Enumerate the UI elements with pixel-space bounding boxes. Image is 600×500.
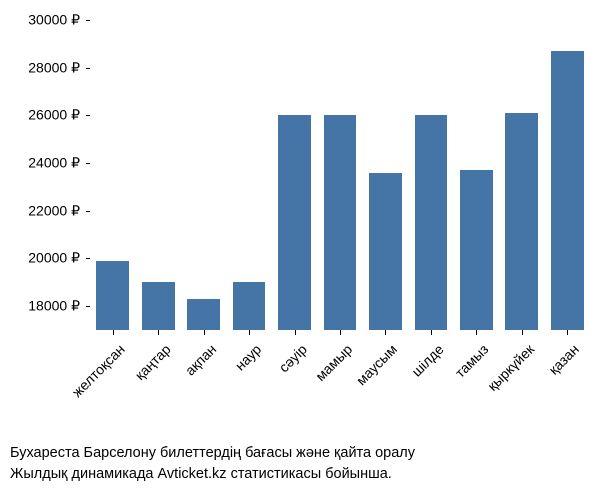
x-tick-mark (385, 330, 386, 335)
chart-bar (551, 51, 584, 330)
chart-bar (460, 170, 493, 330)
chart-caption: Бухареста Барселону билеттердің бағасы ж… (10, 443, 590, 485)
plot-area (90, 20, 590, 330)
y-tick-mark (86, 68, 90, 69)
chart-bar (142, 282, 175, 330)
x-tick-label: ақпан (181, 341, 218, 378)
x-tick-mark (476, 330, 477, 335)
y-tick-label: 30000 ₽ (0, 12, 80, 29)
y-tick-mark (86, 211, 90, 212)
x-tick-label: маусым (353, 341, 400, 388)
x-tick-mark (340, 330, 341, 335)
chart-bar (324, 115, 357, 330)
y-tick-label: 26000 ₽ (0, 107, 80, 124)
x-tick-label: наур (232, 341, 265, 374)
x-tick-mark (431, 330, 432, 335)
chart-bar (415, 115, 448, 330)
x-tick-label: желтоқсан (69, 341, 128, 400)
x-tick-mark (204, 330, 205, 335)
chart-bar (233, 282, 266, 330)
x-tick-mark (522, 330, 523, 335)
x-tick-label: қыркүйек (484, 341, 537, 394)
y-tick-label: 18000 ₽ (0, 298, 80, 315)
y-tick-label: 22000 ₽ (0, 202, 80, 219)
y-axis: 18000 ₽ 20000 ₽ 22000 ₽ 24000 ₽ 26000 ₽ 28000… (0, 20, 85, 330)
caption-line-2: Жылдық динамикада Avticket.kz статистика… (10, 466, 392, 482)
y-tick-label: 20000 ₽ (0, 250, 80, 267)
x-tick-label: сәуір (275, 341, 309, 375)
chart-bar (187, 299, 220, 330)
y-tick-mark (86, 20, 90, 21)
caption-line-1: Бухареста Барселону билеттердің бағасы ж… (10, 445, 415, 461)
y-tick-label: 28000 ₽ (0, 59, 80, 76)
y-tick-label: 24000 ₽ (0, 155, 80, 172)
chart-bar (505, 113, 538, 330)
y-tick-mark (86, 258, 90, 259)
x-tick-label: мамыр (312, 341, 355, 384)
x-tick-label: шілде (408, 341, 447, 380)
y-tick-mark (86, 163, 90, 164)
x-tick-label: қазан (546, 341, 583, 378)
x-tick-mark (249, 330, 250, 335)
chart-container: 18000 ₽ 20000 ₽ 22000 ₽ 24000 ₽ 26000 ₽ 28000… (0, 0, 600, 500)
x-axis: желтоқсанқаңтарақпаннаурсәуірмамырмаусым… (90, 335, 590, 435)
chart-bar (96, 261, 129, 330)
x-tick-mark (113, 330, 114, 335)
y-tick-mark (86, 306, 90, 307)
chart-bar (369, 173, 402, 330)
y-tick-mark (86, 115, 90, 116)
x-tick-mark (158, 330, 159, 335)
x-tick-label: тамыз (452, 341, 492, 381)
x-tick-mark (295, 330, 296, 335)
x-tick-label: қаңтар (132, 341, 174, 383)
x-tick-mark (567, 330, 568, 335)
chart-bar (278, 115, 311, 330)
